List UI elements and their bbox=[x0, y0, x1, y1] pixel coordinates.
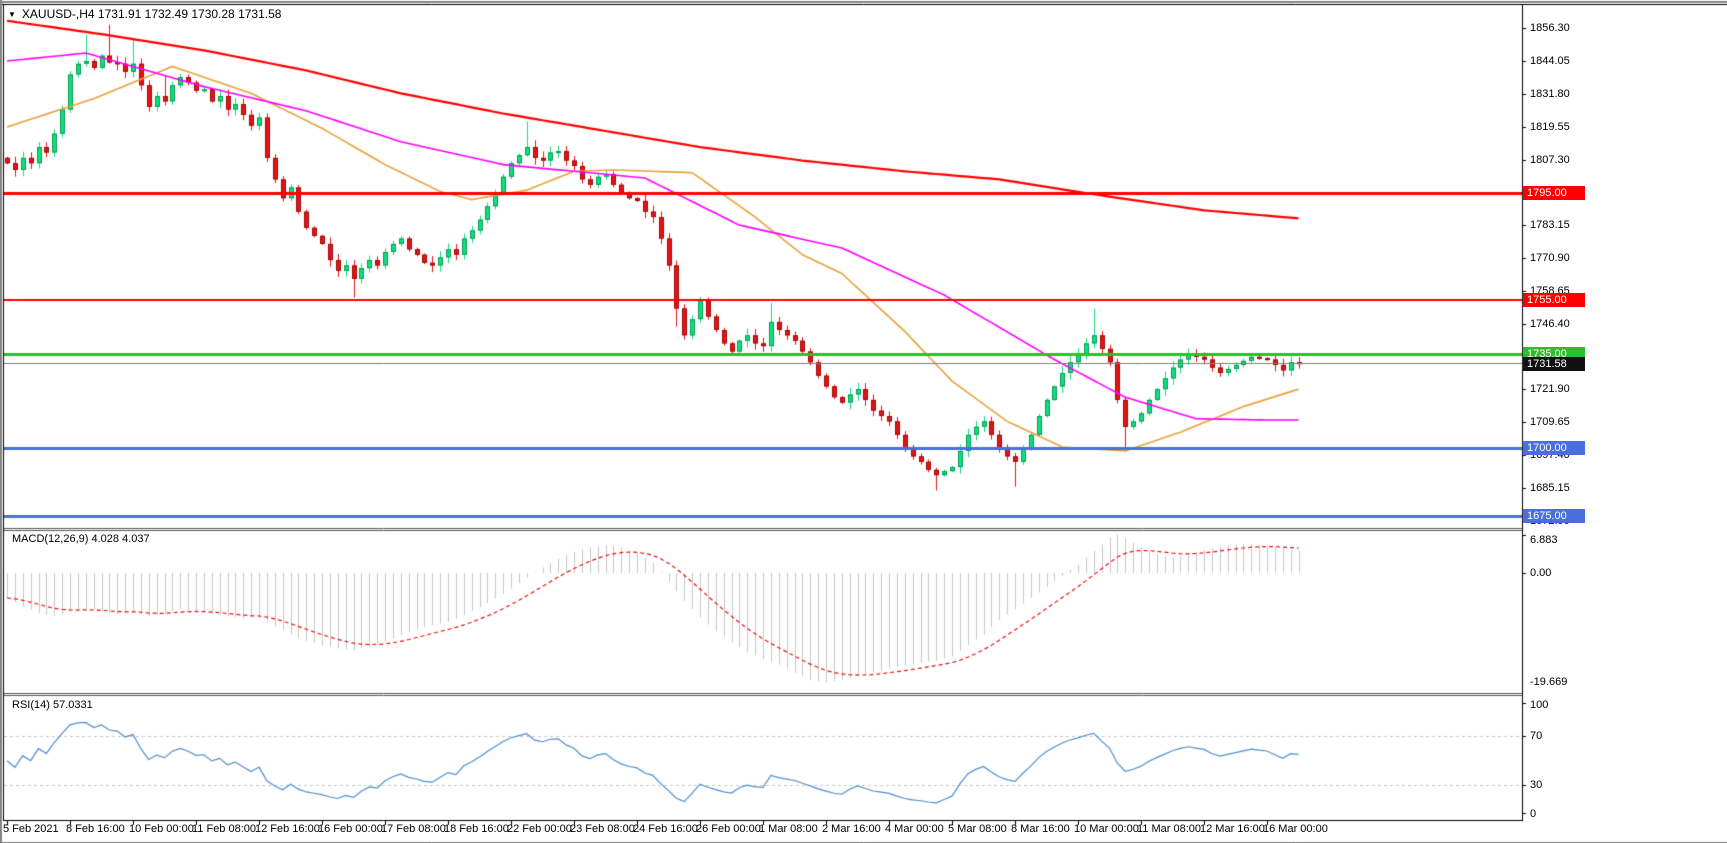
rsi-axis-label: 70 bbox=[1530, 730, 1543, 742]
price-axis[interactable] bbox=[1522, 5, 1727, 820]
time-axis-label: 11 Mar 08:00 bbox=[1137, 823, 1202, 835]
time-axis-label: 22 Feb 00:00 bbox=[507, 823, 572, 835]
time-axis-label: 1 Mar 08:00 bbox=[759, 823, 818, 835]
current-price-badge: 1731.58 bbox=[1523, 357, 1585, 371]
time-axis-label: 26 Feb 00:00 bbox=[696, 823, 761, 835]
symbol-ohlc-text: XAUUSD-,H4 1731.91 1732.49 1730.28 1731.… bbox=[21, 7, 282, 21]
time-axis-label: 16 Mar 00:00 bbox=[1263, 823, 1328, 835]
time-axis-label: 5 Mar 08:00 bbox=[948, 823, 1007, 835]
macd-axis-label: 0.00 bbox=[1530, 567, 1552, 579]
time-axis-label: 2 Mar 16:00 bbox=[822, 823, 881, 835]
macd-indicator-label: MACD(12,26,9) 4.028 4.037 bbox=[12, 533, 150, 545]
time-axis[interactable] bbox=[4, 821, 1522, 843]
symbol-dropdown-icon[interactable]: ▼ bbox=[8, 10, 16, 19]
price-axis-tick: 1831.80 bbox=[1530, 88, 1570, 100]
macd-axis-label: 6.883 bbox=[1530, 534, 1558, 546]
time-axis-label: 18 Feb 16:00 bbox=[444, 823, 509, 835]
time-axis-label: 10 Mar 00:00 bbox=[1074, 823, 1139, 835]
time-axis-label: 24 Feb 16:00 bbox=[633, 823, 698, 835]
price-axis-tick: 1783.15 bbox=[1530, 219, 1570, 231]
price-axis-tick: 1746.40 bbox=[1530, 318, 1570, 330]
symbol-header: ▼ XAUUSD-,H4 1731.91 1732.49 1730.28 1731… bbox=[8, 7, 281, 21]
time-axis-label: 8 Feb 16:00 bbox=[66, 823, 125, 835]
price-axis-tick: 1770.90 bbox=[1530, 252, 1570, 264]
price-axis-tick: 1685.15 bbox=[1530, 482, 1570, 494]
macd-axis-label: -19.669 bbox=[1530, 676, 1568, 688]
time-axis-label: 8 Mar 16:00 bbox=[1011, 823, 1070, 835]
time-axis-label: 10 Feb 00:00 bbox=[129, 823, 194, 835]
price-level-badge[interactable]: 1755.00 bbox=[1523, 293, 1585, 307]
time-axis-label: 11 Feb 08:00 bbox=[192, 823, 257, 835]
price-axis-tick: 1709.65 bbox=[1530, 416, 1570, 428]
time-axis-label: 23 Feb 08:00 bbox=[570, 823, 635, 835]
price-axis-tick: 1807.30 bbox=[1530, 154, 1570, 166]
rsi-axis-label: 30 bbox=[1530, 779, 1543, 791]
price-level-badge[interactable]: 1700.00 bbox=[1523, 441, 1585, 455]
price-axis-tick: 1844.05 bbox=[1530, 55, 1570, 67]
rsi-axis-label: 0 bbox=[1530, 808, 1537, 820]
rsi-indicator-label: RSI(14) 57.0331 bbox=[12, 699, 93, 711]
time-axis-label: 17 Feb 08:00 bbox=[381, 823, 446, 835]
time-axis-label: 4 Mar 00:00 bbox=[885, 823, 944, 835]
price-level-badge[interactable]: 1675.00 bbox=[1523, 509, 1585, 523]
time-axis-label: 5 Feb 2021 bbox=[3, 823, 59, 835]
price-axis-tick: 1721.90 bbox=[1530, 383, 1570, 395]
rsi-axis-label: 100 bbox=[1530, 699, 1549, 711]
price-level-badge[interactable]: 1795.00 bbox=[1523, 186, 1585, 200]
price-axis-tick: 1856.30 bbox=[1530, 22, 1570, 34]
time-axis-label: 12 Mar 16:00 bbox=[1200, 823, 1265, 835]
time-axis-label: 12 Feb 16:00 bbox=[255, 823, 320, 835]
price-axis-tick: 1819.55 bbox=[1530, 121, 1570, 133]
time-axis-label: 16 Feb 00:00 bbox=[318, 823, 383, 835]
